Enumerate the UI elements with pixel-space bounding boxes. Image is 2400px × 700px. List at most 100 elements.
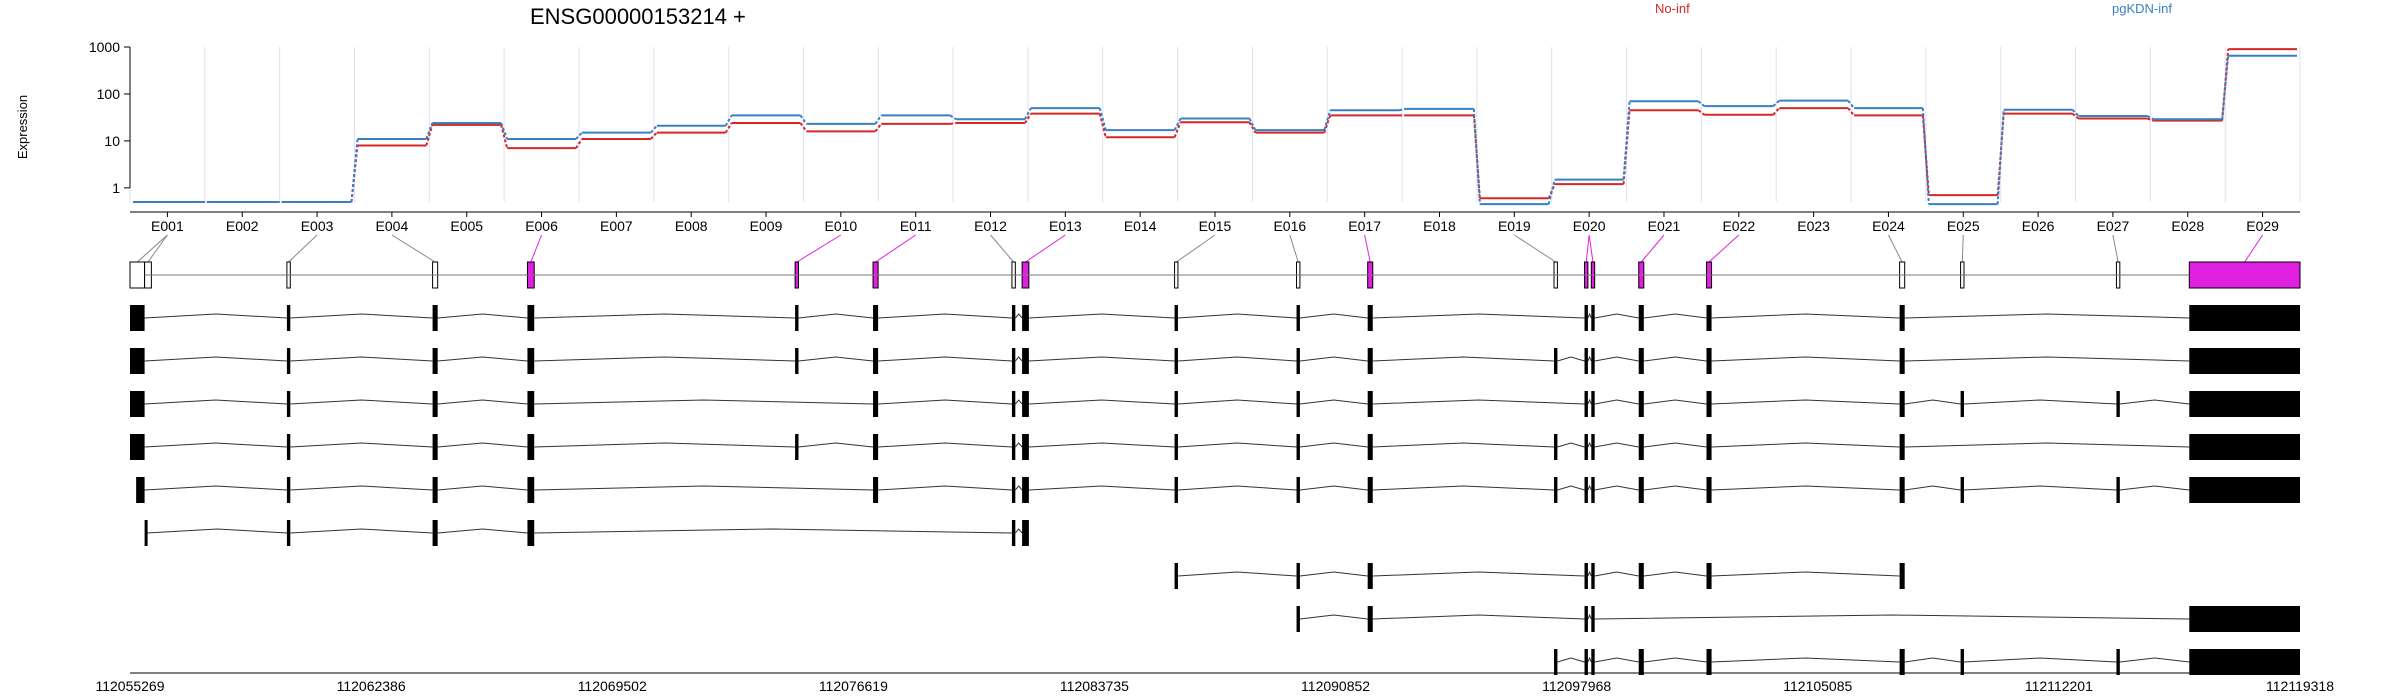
series-connector bbox=[1547, 183, 1556, 199]
x-tick-label: E023 bbox=[1797, 218, 1830, 234]
transcript-exon bbox=[1960, 649, 1964, 675]
transcript-row bbox=[1296, 606, 2300, 632]
intron-line bbox=[1904, 356, 2190, 362]
intron-line bbox=[1643, 356, 1707, 362]
transcript-exon bbox=[1174, 434, 1178, 460]
genomic-axis: 112055269 112062386 112069502 112076619 1120… bbox=[95, 672, 2334, 694]
intron-line bbox=[144, 356, 287, 362]
intron-line bbox=[1594, 313, 1639, 319]
intron-line bbox=[1594, 485, 1639, 491]
exon-connector bbox=[1888, 234, 1903, 263]
exon-connector bbox=[1640, 234, 1665, 263]
exon-connector bbox=[288, 234, 318, 263]
transcript-exon bbox=[1899, 348, 1905, 374]
intron-line bbox=[1594, 399, 1639, 405]
genomic-tick-label: 112076619 bbox=[819, 678, 888, 694]
series-connector bbox=[575, 138, 583, 149]
intron-line bbox=[1028, 399, 1175, 405]
x-tick-label: E026 bbox=[2022, 218, 2055, 234]
transcript-exon bbox=[432, 477, 438, 503]
transcript-exon bbox=[795, 305, 799, 331]
intron-line bbox=[534, 399, 874, 405]
transcript-exon bbox=[873, 305, 879, 331]
legend-pgkdn-inf: pgKDN-inf bbox=[2112, 1, 2172, 16]
x-tick-label: E024 bbox=[1872, 218, 1905, 234]
series-connector bbox=[724, 114, 733, 127]
intron-line bbox=[1372, 442, 1555, 448]
transcript-exon bbox=[1296, 348, 1300, 374]
transcript-exon bbox=[286, 434, 291, 460]
intron-line bbox=[1028, 356, 1175, 362]
transcript-exon bbox=[432, 391, 438, 417]
x-tick-label: E013 bbox=[1049, 218, 1082, 234]
transcript-exon bbox=[1584, 606, 1588, 632]
intron-line bbox=[1014, 313, 1023, 319]
genomic-tick-label: 112097968 bbox=[1542, 678, 1611, 694]
intron-line bbox=[798, 313, 874, 319]
intron-line bbox=[878, 399, 1012, 405]
intron-line bbox=[1299, 399, 1368, 405]
series-connector bbox=[949, 122, 957, 125]
genomic-tick-label: 112105085 bbox=[1783, 678, 1852, 694]
transcript-exon bbox=[1011, 348, 1016, 374]
series-connector bbox=[350, 138, 359, 203]
transcript-exon bbox=[1706, 477, 1712, 503]
x-tick-label: E001 bbox=[151, 218, 184, 234]
intron-line bbox=[878, 485, 1012, 491]
transcript-exon bbox=[1638, 563, 1644, 589]
transcript-exon bbox=[1706, 649, 1712, 675]
intron-line bbox=[290, 399, 433, 405]
transcript-exon bbox=[1554, 434, 1558, 460]
intron-line bbox=[534, 485, 874, 491]
series-connector bbox=[1697, 109, 1705, 116]
intron-line bbox=[878, 313, 1012, 319]
intron-line bbox=[437, 356, 528, 362]
intron-line bbox=[2119, 485, 2190, 491]
x-tick-label: E004 bbox=[376, 218, 409, 234]
transcript-exon bbox=[2116, 477, 2120, 503]
transcript-row bbox=[130, 348, 2300, 374]
transcript-exon bbox=[432, 305, 438, 331]
intron-line bbox=[1372, 399, 1585, 405]
transcript-exon bbox=[1022, 348, 1029, 374]
series-connector bbox=[1622, 101, 1631, 180]
transcript-exon bbox=[1367, 391, 1373, 417]
series-connector bbox=[1472, 108, 1481, 205]
intron-line bbox=[1643, 571, 1707, 577]
transcript-exon bbox=[873, 477, 879, 503]
series-connector bbox=[1323, 109, 1332, 131]
intron-line bbox=[1711, 399, 1900, 405]
transcript-exon bbox=[1706, 563, 1712, 589]
series-connector bbox=[1847, 100, 1855, 109]
transcript-exon bbox=[873, 391, 879, 417]
transcript-exon bbox=[1584, 348, 1588, 374]
x-tick-label: E005 bbox=[450, 218, 483, 234]
intron-line bbox=[1711, 485, 1900, 491]
transcript-exon bbox=[1554, 477, 1558, 503]
intron-line bbox=[290, 356, 433, 362]
exon-connector bbox=[990, 234, 1015, 263]
transcript-exon bbox=[1011, 434, 1016, 460]
transcript-exon bbox=[1960, 477, 1964, 503]
transcript-exon bbox=[1296, 563, 1300, 589]
intron-line bbox=[1299, 485, 1368, 491]
transcript-exon bbox=[1584, 434, 1588, 460]
genomic-tick-label: 112083735 bbox=[1060, 678, 1129, 694]
transcript-row bbox=[144, 520, 1029, 546]
exon-connector bbox=[1025, 234, 1066, 263]
transcript-exon bbox=[1367, 563, 1373, 589]
transcript-exon bbox=[1706, 348, 1712, 374]
transcript-exon bbox=[432, 434, 438, 460]
series-connector bbox=[1173, 121, 1182, 138]
transcript-exon bbox=[1706, 305, 1712, 331]
x-tick-label: E020 bbox=[1573, 218, 1606, 234]
x-tick-label: E017 bbox=[1348, 218, 1381, 234]
transcript-exon bbox=[873, 434, 879, 460]
series-connector bbox=[1996, 113, 2005, 196]
transcript-exon bbox=[1899, 649, 1905, 675]
transcript-exon bbox=[1296, 305, 1300, 331]
transcript-exon bbox=[286, 520, 291, 546]
intron-line bbox=[1643, 442, 1707, 448]
transcript-models bbox=[130, 305, 2300, 675]
